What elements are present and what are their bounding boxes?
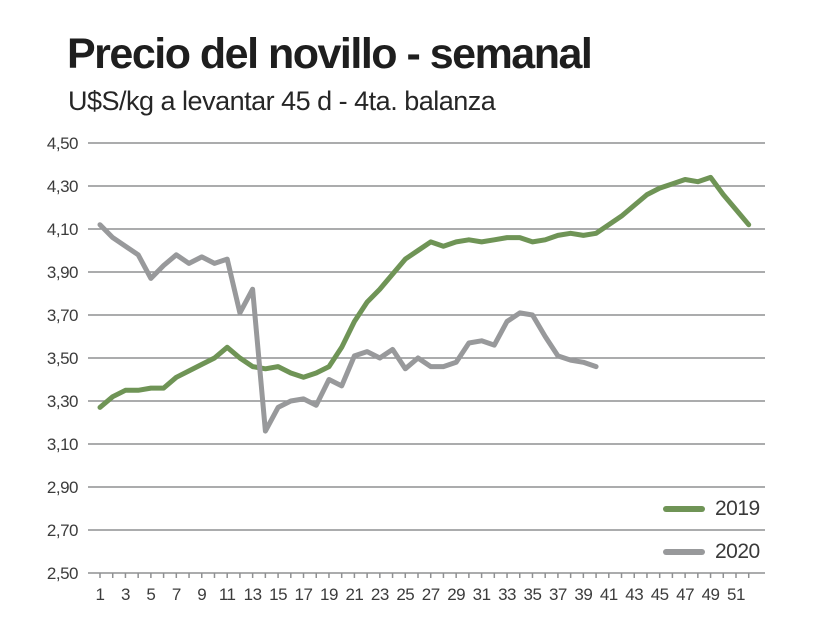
x-tick-label: 23 bbox=[371, 585, 389, 604]
x-tick-label: 33 bbox=[498, 585, 516, 604]
legend-label-2020: 2020 bbox=[715, 539, 760, 563]
x-tick-label: 13 bbox=[244, 585, 262, 604]
x-tick-label: 7 bbox=[172, 585, 181, 604]
y-tick-label: 2,50 bbox=[47, 564, 78, 583]
y-tick-label: 2,70 bbox=[47, 521, 78, 540]
y-tick-label: 2,90 bbox=[47, 478, 78, 497]
x-tick-label: 47 bbox=[676, 585, 694, 604]
y-tick-label: 3,30 bbox=[47, 392, 78, 411]
x-tick-label: 19 bbox=[320, 585, 338, 604]
y-tick-label: 4,30 bbox=[47, 177, 78, 196]
legend-swatch-2020 bbox=[663, 548, 705, 555]
x-tick-label: 3 bbox=[121, 585, 130, 604]
y-tick-label: 4,10 bbox=[47, 220, 78, 239]
chart-subtitle: U$S/kg a levantar 45 d - 4ta. balanza bbox=[68, 86, 496, 116]
y-tick-label: 3,90 bbox=[47, 263, 78, 282]
x-tick-label: 17 bbox=[295, 585, 313, 604]
x-tick-label: 9 bbox=[197, 585, 206, 604]
x-tick-label: 39 bbox=[574, 585, 592, 604]
series-2019-line bbox=[97, 174, 752, 410]
legend-swatch-2019 bbox=[663, 505, 705, 512]
x-tick-label: 1 bbox=[96, 585, 105, 604]
y-tick-label: 3,70 bbox=[47, 306, 78, 325]
x-tick-label: 37 bbox=[549, 585, 567, 604]
legend-label-2019: 2019 bbox=[715, 496, 760, 520]
x-tick-label: 41 bbox=[600, 585, 618, 604]
y-tick-label: 3,10 bbox=[47, 435, 78, 454]
x-tick-label: 43 bbox=[625, 585, 643, 604]
legend-item-2020: 2020 bbox=[663, 538, 760, 565]
x-tick-label: 45 bbox=[651, 585, 669, 604]
x-tick-label: 27 bbox=[422, 585, 440, 604]
x-tick-label: 49 bbox=[702, 585, 720, 604]
x-tick-label: 25 bbox=[396, 585, 414, 604]
x-tick-label: 29 bbox=[447, 585, 465, 604]
x-tick-label: 31 bbox=[473, 585, 491, 604]
y-tick-label: 4,50 bbox=[47, 134, 78, 153]
x-tick-label: 51 bbox=[727, 585, 745, 604]
x-tick-label: 11 bbox=[219, 585, 236, 604]
x-tick-label: 21 bbox=[345, 585, 363, 604]
y-tick-label: 3,50 bbox=[47, 349, 78, 368]
chart-title: Precio del novillo - semanal bbox=[67, 30, 593, 78]
legend-item-2019: 2019 bbox=[663, 495, 760, 522]
legend: 2019 2020 bbox=[663, 495, 760, 581]
x-tick-label: 15 bbox=[269, 585, 287, 604]
x-tick-label: 35 bbox=[524, 585, 542, 604]
series-2020-line bbox=[97, 222, 599, 434]
x-tick-label: 5 bbox=[146, 585, 155, 604]
